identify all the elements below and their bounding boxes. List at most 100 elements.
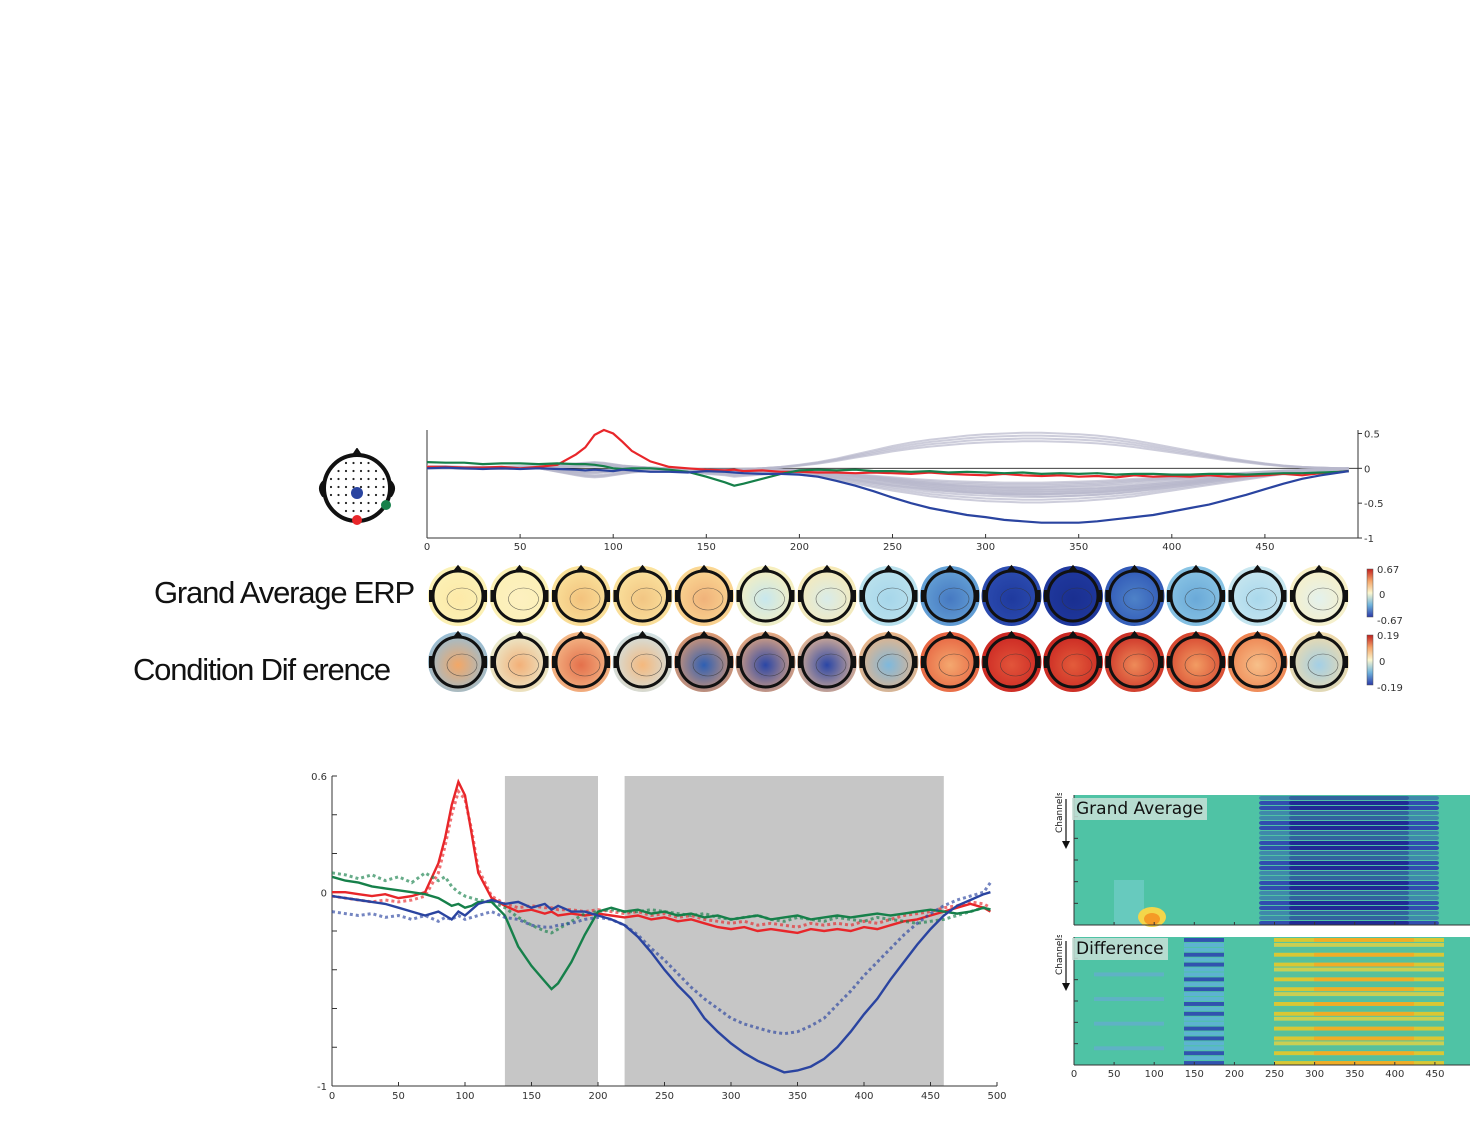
significance-shaded-region	[504, 776, 598, 1086]
cb1-mid-label: 0	[1379, 590, 1385, 601]
grand-average-topomaps	[428, 564, 1349, 626]
electrode-dot	[359, 485, 363, 489]
heatmap-band	[1094, 997, 1164, 1001]
topomap-left-ear	[613, 590, 618, 602]
top-x-tick-label: 250	[883, 542, 902, 553]
topomap-right-ear	[852, 656, 856, 668]
heatmap-x-tick-label: 0	[1071, 1069, 1077, 1080]
heatmap-band-core	[1289, 876, 1409, 880]
topomap-left-ear	[859, 656, 864, 668]
topomap-nose	[1314, 630, 1324, 638]
row-label-difference: Condition Dif erence	[133, 652, 391, 687]
top-x-tick-label: 450	[1255, 542, 1274, 553]
cb1-min-label: -0.67	[1377, 616, 1403, 627]
heatmap-band	[1259, 896, 1439, 900]
electrode-layout-head	[319, 448, 395, 525]
topomap-right-ear	[729, 590, 733, 602]
topomap-right-ear	[913, 590, 918, 602]
topomap-nose	[945, 564, 955, 572]
cb2-min-label: -0.19	[1377, 683, 1403, 694]
topomap-contour	[1123, 587, 1154, 611]
topomap-right-ear	[544, 656, 549, 668]
topomap-right-ear	[1098, 656, 1102, 668]
top-series-green	[426, 461, 1349, 487]
ga-topomap	[428, 566, 488, 626]
heatmap-band	[1184, 1041, 1224, 1046]
topomap-contour	[1307, 653, 1339, 677]
topomap-right-ear	[1098, 590, 1102, 602]
electrode-dot	[337, 501, 340, 505]
heatmap-band-core	[1314, 962, 1414, 967]
heatmap-band-core	[1314, 987, 1414, 992]
topomap-contour	[1000, 587, 1031, 611]
electrode-dot	[344, 501, 348, 505]
top-x-tick-label: 100	[604, 542, 623, 553]
heatmap-band	[1259, 871, 1439, 875]
topomap-nose	[637, 630, 648, 638]
heatmap-band	[1184, 992, 1224, 997]
heatmap-band-core	[1314, 1002, 1414, 1006]
heatmap-band	[1184, 987, 1224, 992]
top-channels-label: Channels	[1055, 793, 1065, 833]
heatmap-band-core	[1289, 866, 1409, 870]
heatmap-band	[1274, 1006, 1444, 1011]
heatmap-band	[1274, 972, 1444, 977]
heatmap-band	[1184, 977, 1224, 982]
electrode-dot	[337, 485, 340, 489]
topomap-left-ear	[1044, 656, 1048, 668]
heatmap-x-tick-label: 250	[1265, 1069, 1284, 1080]
electrode-dot	[359, 477, 363, 481]
topomap-right-ear	[1282, 656, 1287, 668]
heatmap-band	[1184, 997, 1224, 1001]
heatmap-band	[1274, 1041, 1444, 1046]
heatmap-band	[1274, 942, 1444, 947]
topomap-right-ear	[667, 590, 672, 602]
top-x-tick-label: 400	[1162, 542, 1181, 553]
topomap-right-ear	[544, 590, 549, 602]
top-x-tick-label: 50	[514, 542, 527, 553]
diff-topomap	[920, 632, 980, 692]
heatmap-band-core	[1289, 886, 1409, 890]
ga-topomap	[551, 566, 611, 626]
diff-topomap	[858, 632, 919, 692]
topomap-nose	[822, 630, 832, 638]
bottom-x-tick-label: 50	[392, 1091, 405, 1102]
heatmap-band	[1184, 1036, 1224, 1041]
heatmap-band	[1259, 851, 1439, 855]
topomap-contour	[446, 587, 478, 611]
topomap-contour	[754, 587, 785, 611]
topomap-left-ear	[675, 590, 679, 602]
topomap-right-ear	[1221, 656, 1225, 668]
bottom-y-tick-label: 0	[321, 888, 327, 899]
heatmap-band	[1259, 876, 1439, 880]
topomap-nose	[945, 630, 955, 638]
heatmap-band-core	[1289, 841, 1409, 845]
heatmap-x-tick-label: 400	[1385, 1069, 1404, 1080]
heatmap-band	[1184, 942, 1224, 947]
topomap-nose	[1191, 564, 1201, 572]
topomap-rows: 0.67 0 -0.67 0.19 0 -0.19	[428, 564, 1403, 694]
topomap-contour	[815, 653, 847, 677]
heatmap-band	[1274, 1021, 1444, 1026]
heatmap-band	[1274, 967, 1444, 972]
heatmap-band	[1184, 952, 1224, 957]
heatmap-band-core	[1289, 921, 1409, 925]
heatmap-band	[1184, 1016, 1224, 1021]
channels-arrow-head	[1062, 841, 1070, 849]
diff-topomap	[981, 632, 1042, 692]
top-x-tick-label: 200	[790, 542, 809, 553]
diff-topomap	[551, 632, 611, 692]
heatmap-band-core	[1289, 816, 1409, 820]
electrode-dots	[329, 461, 385, 513]
topomap-contour	[569, 587, 601, 611]
topomap-left-ear	[552, 590, 556, 602]
bottom-series-red-solid	[332, 778, 992, 935]
bottom-x-tick-label: 350	[788, 1091, 807, 1102]
topomap-left-ear	[736, 656, 741, 668]
heatmap-band	[1114, 905, 1144, 910]
heatmap-band	[1184, 957, 1224, 962]
topomap-nose	[637, 564, 648, 572]
topomap-right-ear	[852, 590, 856, 602]
heatmap-band	[1114, 885, 1144, 890]
